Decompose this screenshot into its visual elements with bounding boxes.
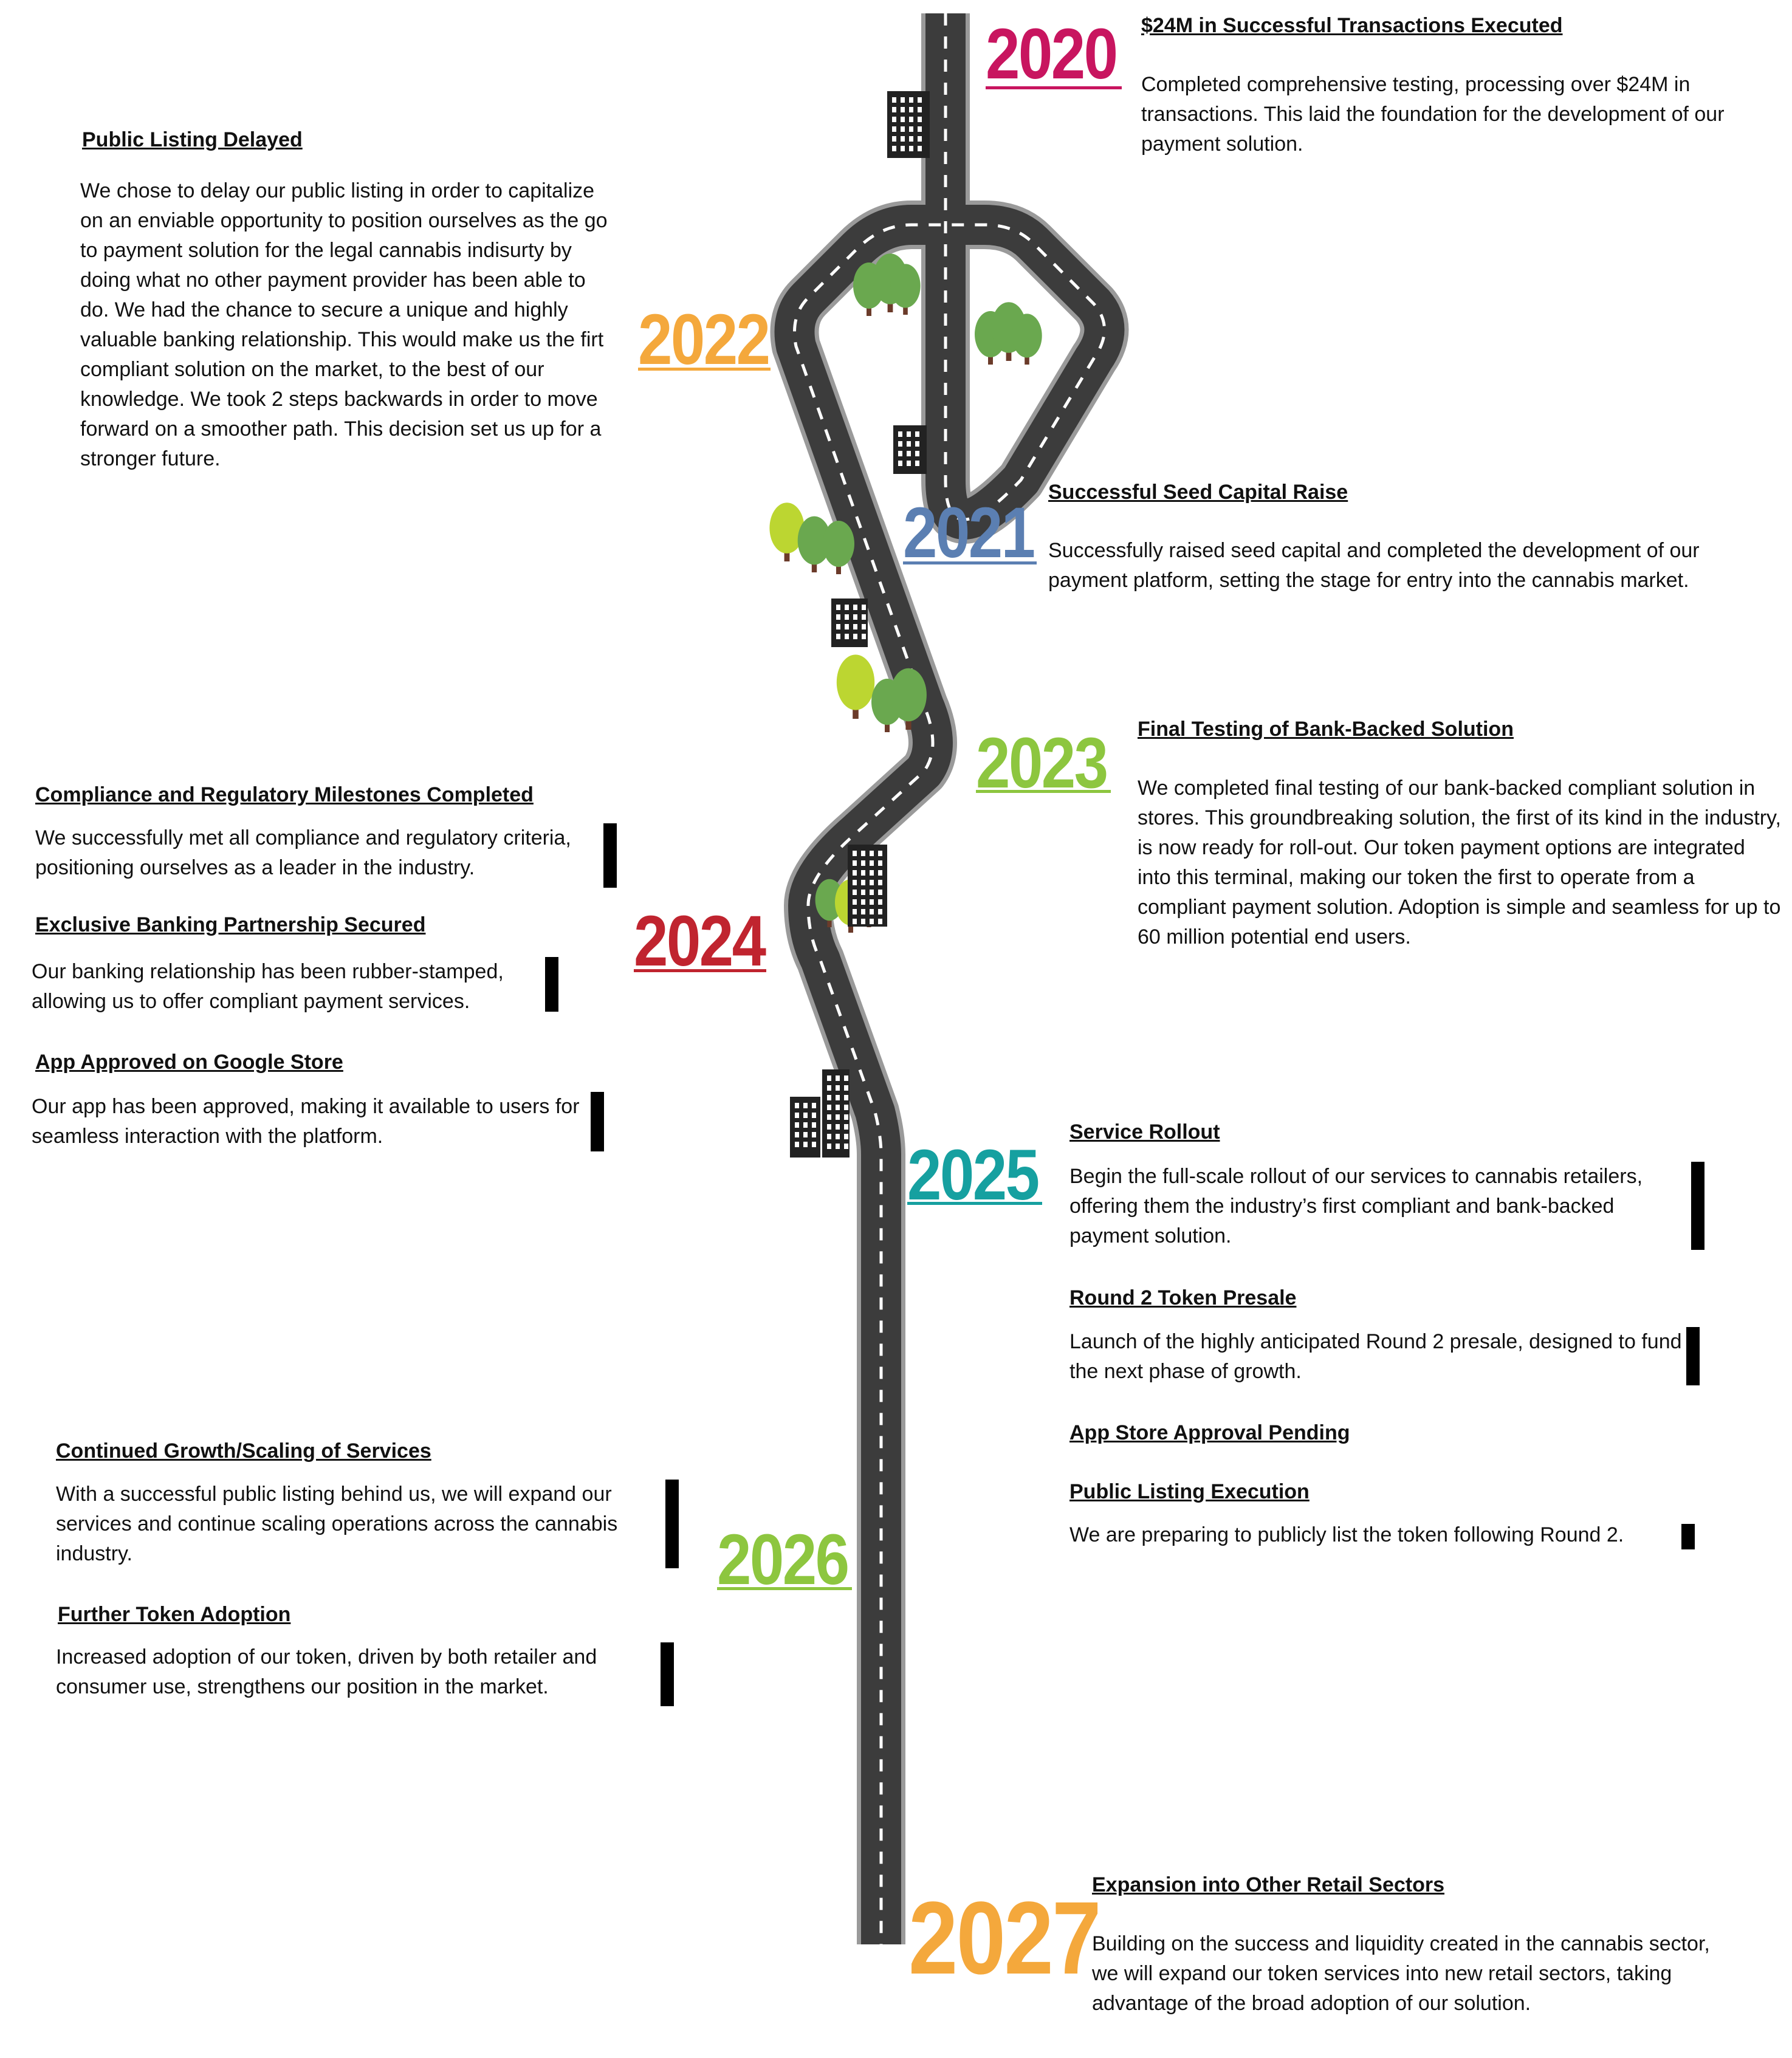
tree-icon <box>769 502 805 561</box>
milestone-2025-rollout-body: Begin the full-scale rollout of our serv… <box>1069 1165 1643 1247</box>
marker-bar <box>591 1092 604 1151</box>
year-label-2021: 2021 <box>903 493 1035 573</box>
milestone-2020-heading: $24M in Successful Transactions Executed <box>1141 14 1563 37</box>
marker-bar <box>603 823 617 888</box>
scenery <box>769 91 1042 1158</box>
year-label-2027: 2027 <box>908 1881 1102 1996</box>
year-label-2024: 2024 <box>634 901 766 981</box>
milestone-2026-adoption-heading: Further Token Adoption <box>58 1603 291 1626</box>
building-icon <box>790 1097 820 1158</box>
milestone-2024-google-body: Our app has been approved, making it ava… <box>32 1095 580 1148</box>
milestone-2027-body: Building on the success and liquidity cr… <box>1092 1932 1710 2015</box>
building-icon <box>822 1069 850 1158</box>
marker-bar <box>1681 1524 1695 1549</box>
marker-bar <box>665 1480 679 1568</box>
milestone-2025-listing-heading: Public Listing Execution <box>1069 1480 1310 1503</box>
milestone-2020-body: Completed comprehensive testing, process… <box>1141 73 1725 156</box>
milestone-2023-body: We completed final testing of our bank-b… <box>1138 777 1781 948</box>
tree-icon <box>890 668 927 730</box>
milestone-2023-heading: Final Testing of Bank-Backed Solution <box>1138 718 1514 741</box>
building-icon <box>887 91 930 158</box>
tree-icon <box>836 654 875 719</box>
milestone-2021-heading: Successful Seed Capital Raise <box>1048 481 1348 504</box>
year-underline-2021 <box>903 561 1037 564</box>
year-underline-2025 <box>907 1202 1042 1205</box>
year-underline-2026 <box>717 1587 852 1590</box>
year-label-2026: 2026 <box>717 1520 850 1600</box>
milestone-2024-compliance-heading: Compliance and Regulatory Milestones Com… <box>35 783 534 806</box>
year-underline-2020 <box>986 86 1122 89</box>
milestone-2027-heading: Expansion into Other Retail Sectors <box>1092 1873 1445 1896</box>
year-label-2022: 2022 <box>638 300 771 380</box>
milestone-2025-appstore-heading: App Store Approval Pending <box>1069 1421 1350 1444</box>
milestone-2025-presale-body: Launch of the highly anticipated Round 2… <box>1069 1330 1682 1383</box>
year-underline-2022 <box>638 368 771 371</box>
milestone-2021-body: Successfully raised seed capital and com… <box>1048 539 1700 592</box>
milestone-2022-body: We chose to delay our public listing in … <box>80 179 608 470</box>
milestone-2026-growth-heading: Continued Growth/Scaling of Services <box>56 1439 431 1463</box>
milestone-2024-banking-body: Our banking relationship has been rubber… <box>32 960 504 1013</box>
marker-bar <box>661 1642 674 1706</box>
tree-icon <box>797 516 831 572</box>
marker-bar <box>1686 1327 1700 1385</box>
year-label-2023: 2023 <box>976 723 1108 803</box>
marker-bar <box>1691 1162 1704 1250</box>
tree-icon <box>890 264 921 315</box>
milestone-2025-presale-heading: Round 2 Token Presale <box>1069 1286 1297 1309</box>
building-icon <box>848 845 887 927</box>
milestone-2024-banking-heading: Exclusive Banking Partnership Secured <box>35 913 426 936</box>
building-icon <box>831 599 868 647</box>
year-label-2025: 2025 <box>907 1135 1040 1215</box>
year-underline-2024 <box>634 969 766 972</box>
year-underline-2023 <box>976 790 1111 793</box>
milestone-2024-google-heading: App Approved on Google Store <box>35 1051 343 1074</box>
milestone-2022-heading: Public Listing Delayed <box>82 128 303 151</box>
milestone-2026-growth-body: With a successful public listing behind … <box>56 1483 618 1565</box>
year-label-2020: 2020 <box>986 14 1118 94</box>
tree-icon <box>1012 314 1042 365</box>
milestone-2025-listing-body: We are preparing to publicly list the to… <box>1069 1523 1624 1546</box>
building-icon <box>893 425 927 474</box>
winding-road <box>770 13 1129 1944</box>
tree-icon <box>823 521 854 574</box>
marker-bar <box>545 957 558 1012</box>
milestone-2024-compliance-body: We successfully met all compliance and r… <box>35 826 571 879</box>
milestone-2026-adoption-body: Increased adoption of our token, driven … <box>56 1645 597 1698</box>
milestone-2025-rollout-heading: Service Rollout <box>1069 1120 1220 1144</box>
